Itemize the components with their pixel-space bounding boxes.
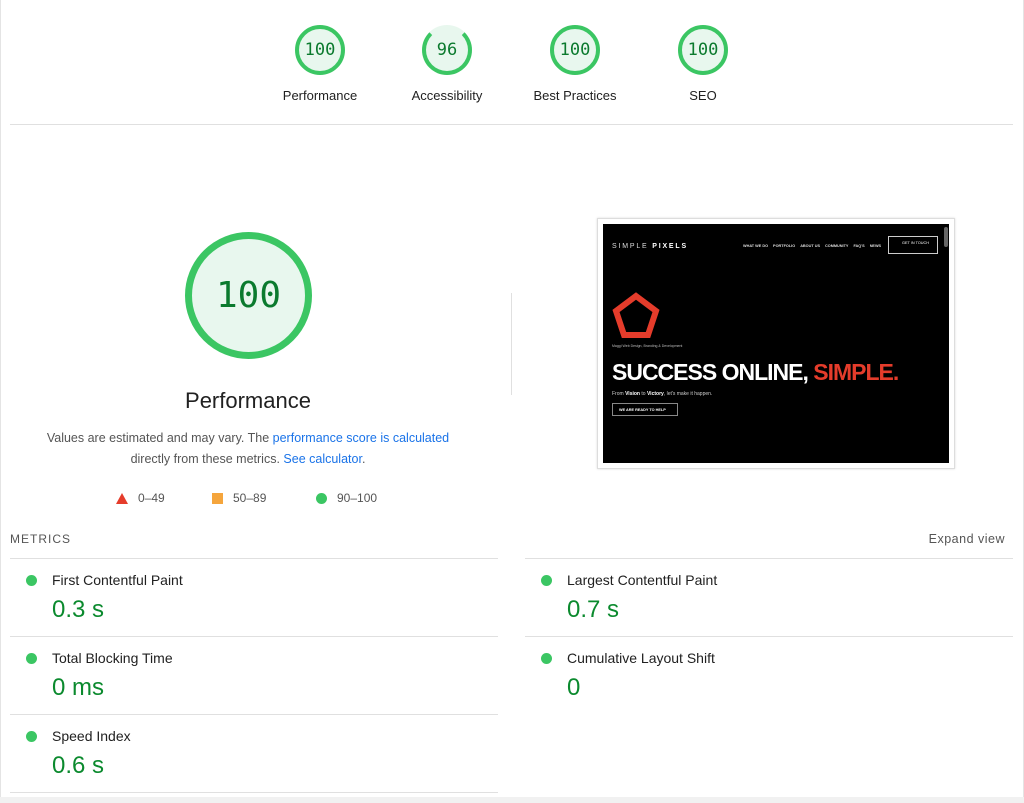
metric-label: Total Blocking Time — [52, 650, 173, 666]
sub-text: Vision — [625, 391, 640, 397]
triangle-icon — [116, 492, 128, 504]
sub-text: From — [612, 391, 626, 397]
score-ring: 100 — [678, 25, 728, 75]
metrics-heading: METRICS — [10, 532, 71, 546]
performance-title: Performance — [185, 388, 311, 413]
sub-text: to — [639, 391, 647, 397]
gauge-seo[interactable]: 100 SEO — [653, 25, 753, 103]
desc-text: . — [361, 452, 366, 466]
metric-lcp: Largest Contentful Paint 0.7 s — [525, 558, 1013, 636]
site-nav: WHAT WE DO PORTFOLIO ABOUT US COMMUNITY FAQ'… — [743, 244, 881, 248]
hero-heading: SUCCESS ONLINE, SIMPLE. — [612, 359, 899, 386]
desc-text: Values are estimated and may vary. The — [46, 431, 273, 445]
divider — [10, 792, 498, 793]
legend-range: 90–100 — [337, 491, 378, 505]
pass-dot-icon — [26, 731, 37, 742]
vertical-divider — [511, 293, 512, 395]
logo-text-bold: PIXELS — [652, 243, 688, 250]
logo-text: SIMPLE — [612, 243, 653, 250]
gauge-label: Accessibility — [411, 88, 483, 103]
metric-value: 0.6 s — [52, 752, 105, 779]
legend-fail: 0–49 — [116, 491, 165, 505]
metric-tbt: Total Blocking Time 0 ms — [10, 636, 498, 714]
nav-item: ABOUT US — [800, 244, 821, 248]
metric-label: Cumulative Layout Shift — [567, 650, 715, 666]
scrollbar — [944, 227, 948, 247]
sub-text: , let's make it happen. — [663, 391, 713, 397]
nav-item: WHAT WE DO — [743, 244, 769, 248]
final-screenshot[interactable]: SIMPLE PIXELS WHAT WE DO PORTFOLIO ABOUT U… — [597, 218, 955, 469]
pass-dot-icon — [26, 575, 37, 586]
score-description: Values are estimated and may vary. The p… — [20, 428, 476, 470]
desc-text: directly from these metrics. — [130, 452, 284, 466]
hero-subtitle: From Vision to Victory, let's make it ha… — [612, 391, 712, 397]
metric-cls: Cumulative Layout Shift 0 — [525, 636, 1013, 714]
site-logo: SIMPLE PIXELS — [612, 243, 688, 250]
pentagon-logo-icon — [612, 292, 660, 338]
performance-score-gauge: 100 — [185, 232, 312, 359]
metric-label: First Contentful Paint — [52, 572, 183, 588]
gauge-accessibility[interactable]: 96 Accessibility — [397, 25, 497, 103]
hero-text: SUCCESS ONLINE, — [612, 359, 814, 385]
nav-item: PORTFOLIO — [773, 244, 796, 248]
legend-range: 50–89 — [233, 491, 267, 505]
circle-icon — [316, 492, 327, 504]
sub-text: Victory — [646, 391, 664, 397]
metric-fcp: First Contentful Paint 0.3 s — [10, 558, 498, 636]
pass-dot-icon — [541, 575, 552, 586]
metric-value: 0 ms — [52, 674, 105, 701]
legend-pass: 90–100 — [316, 491, 377, 505]
legend-average: 50–89 — [212, 491, 266, 505]
nav-item: COMMUNITY — [825, 244, 849, 248]
ready-to-help-button: WE ARE READY TO HELP — [612, 403, 678, 416]
pass-dot-icon — [26, 653, 37, 664]
metric-value: 0 — [567, 674, 581, 701]
divider — [10, 124, 1013, 125]
get-in-touch-button: GET IN TOUCH — [888, 236, 938, 254]
legend-range: 0–49 — [138, 491, 165, 505]
expand-view-toggle[interactable]: Expand view — [928, 532, 1005, 546]
metric-label: Speed Index — [52, 728, 131, 744]
pass-dot-icon — [541, 653, 552, 664]
hero-text-accent: SIMPLE. — [813, 359, 899, 385]
gauge-best-practices[interactable]: 100 Best Practices — [525, 25, 625, 103]
score-calculated-link[interactable]: performance score is calculated — [272, 431, 450, 445]
site-tagline: Maggi Web Design, Branding & Development — [612, 344, 683, 348]
score-ring: 96 — [422, 25, 472, 75]
see-calculator-link[interactable]: See calculator — [283, 452, 362, 466]
gauge-label: Performance — [282, 88, 358, 103]
score-ring: 100 — [295, 25, 345, 75]
gauge-performance[interactable]: 100 Performance — [270, 25, 370, 103]
square-icon — [212, 492, 223, 504]
nav-item: FAQ'S — [853, 244, 865, 248]
metric-value: 0.7 s — [567, 596, 620, 623]
bottom-edge — [0, 797, 1024, 803]
metric-value: 0.3 s — [52, 596, 105, 623]
gauge-label: SEO — [689, 88, 717, 103]
metric-label: Largest Contentful Paint — [567, 572, 718, 588]
nav-item: NEWS — [869, 244, 882, 248]
site-preview: SIMPLE PIXELS WHAT WE DO PORTFOLIO ABOUT U… — [603, 224, 949, 463]
score-ring: 100 — [550, 25, 600, 75]
gauge-label: Best Practices — [533, 88, 617, 103]
metric-speed-index: Speed Index 0.6 s — [10, 714, 498, 792]
